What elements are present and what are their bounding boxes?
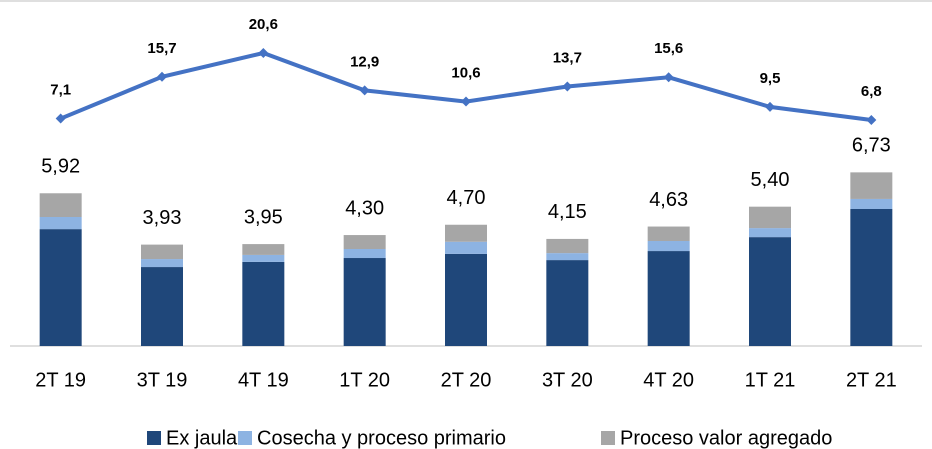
bar-segment xyxy=(141,259,183,268)
total-label: 4,15 xyxy=(548,201,587,223)
bar-segment xyxy=(141,244,183,260)
line-marker xyxy=(157,71,167,82)
bar-segment xyxy=(445,253,487,346)
line-label: 7,1 xyxy=(50,82,71,99)
bar-segment xyxy=(546,253,589,261)
bar-segment xyxy=(141,267,183,346)
line-label: 10,6 xyxy=(451,65,480,82)
bar-segment xyxy=(647,251,690,346)
legend-swatch xyxy=(238,431,252,445)
x-tick-label: 3T 19 xyxy=(137,369,188,391)
bar-segment xyxy=(647,240,690,252)
bar-segment xyxy=(850,198,893,210)
line xyxy=(59,50,872,122)
bar-segment xyxy=(39,193,82,217)
bar-segment xyxy=(39,217,82,230)
line-label: 12,9 xyxy=(350,53,379,70)
x-tick-label: 2T 20 xyxy=(441,369,492,391)
legend-label: Proceso valor agregado xyxy=(620,427,832,449)
x-tick-label: 2T 19 xyxy=(35,369,86,391)
legend-swatch xyxy=(601,431,615,445)
line-marker xyxy=(866,115,877,125)
x-tick-label: 1T 21 xyxy=(745,369,796,391)
bar-segment xyxy=(242,244,285,255)
line-label: 6,8 xyxy=(861,83,882,100)
x-tick-label: 4T 19 xyxy=(238,369,289,391)
legend-label: Cosecha y proceso primario xyxy=(257,427,506,449)
bar-segment xyxy=(850,172,893,199)
total-label: 6,73 xyxy=(852,135,891,157)
line-label: 9,5 xyxy=(760,70,781,87)
line-marker xyxy=(461,96,471,107)
x-tick-label: 1T 20 xyxy=(339,369,390,391)
line-marker xyxy=(562,81,573,92)
total-label: 4,70 xyxy=(447,187,486,209)
x-tick-label: 2T 21 xyxy=(846,369,897,391)
bar-segment xyxy=(445,241,487,254)
bar-segment xyxy=(850,209,893,346)
total-label: 5,92 xyxy=(41,156,80,178)
line-marker xyxy=(258,48,269,58)
bar-segment xyxy=(749,206,791,229)
bar-segment xyxy=(39,229,82,346)
total-label: 5,40 xyxy=(751,169,790,191)
x-tick-label: 4T 20 xyxy=(643,369,694,391)
line-label: 20,6 xyxy=(249,16,278,33)
line-label: 15,7 xyxy=(147,40,176,57)
bar-segment xyxy=(242,254,285,262)
line-marker xyxy=(55,113,66,124)
line-label: 15,6 xyxy=(654,40,683,57)
line-marker xyxy=(765,101,775,112)
bar-segment xyxy=(749,237,791,346)
bar-segment xyxy=(546,238,589,254)
line-marker xyxy=(663,72,674,83)
bar-segment xyxy=(749,228,791,238)
total-label: 4,63 xyxy=(649,189,688,211)
bar-segment xyxy=(445,224,487,242)
legend-label: Ex jaula xyxy=(166,427,238,449)
bar-segment xyxy=(546,260,589,346)
total-label: 3,95 xyxy=(244,206,283,228)
bar-segment xyxy=(343,235,386,249)
x-tick-label: 3T 20 xyxy=(542,369,593,391)
bar-segment xyxy=(647,226,690,241)
bar-segment xyxy=(242,261,285,346)
line-marker xyxy=(359,85,370,96)
bar-segment xyxy=(343,248,386,259)
bar-segment xyxy=(343,258,386,346)
total-label: 4,30 xyxy=(345,197,384,219)
legend-swatch xyxy=(147,431,161,445)
line-label: 13,7 xyxy=(553,49,582,66)
total-label: 3,93 xyxy=(143,207,182,229)
